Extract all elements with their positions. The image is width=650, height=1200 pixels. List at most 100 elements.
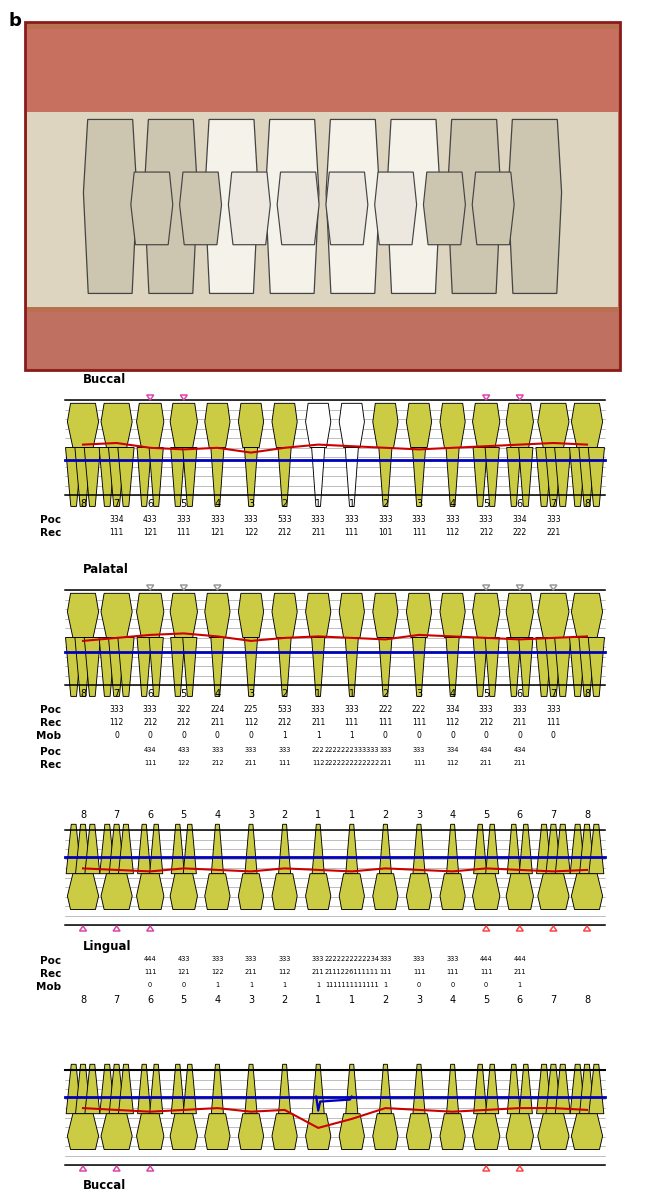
Text: 121: 121 (177, 970, 190, 974)
Polygon shape (423, 172, 465, 245)
Polygon shape (84, 637, 101, 696)
Text: 333: 333 (245, 956, 257, 962)
Polygon shape (99, 448, 115, 506)
Polygon shape (326, 172, 368, 245)
Text: 4: 4 (214, 499, 220, 509)
Polygon shape (131, 172, 173, 245)
Text: 112: 112 (109, 718, 124, 727)
Polygon shape (101, 403, 132, 448)
Text: 0: 0 (484, 731, 489, 740)
Polygon shape (387, 120, 440, 294)
Polygon shape (85, 824, 100, 874)
Polygon shape (171, 637, 185, 696)
Text: 111: 111 (177, 528, 191, 538)
Bar (27, 312, 618, 368)
Polygon shape (506, 1114, 534, 1150)
Text: 0: 0 (182, 982, 186, 988)
Polygon shape (239, 593, 264, 637)
Polygon shape (519, 824, 532, 874)
Text: Poc: Poc (40, 515, 61, 526)
Text: 2: 2 (281, 689, 288, 698)
Text: 212: 212 (479, 528, 493, 538)
Text: 2: 2 (382, 810, 389, 820)
Text: 333: 333 (379, 956, 391, 962)
Polygon shape (380, 824, 391, 874)
Text: 111: 111 (344, 528, 359, 538)
Polygon shape (346, 824, 358, 874)
Text: 5: 5 (181, 499, 187, 509)
Polygon shape (406, 403, 432, 448)
Polygon shape (75, 448, 91, 506)
Text: 211: 211 (514, 760, 526, 766)
Text: 212: 212 (278, 528, 292, 538)
Bar (27, 29, 618, 120)
Polygon shape (306, 593, 331, 637)
Polygon shape (536, 1064, 552, 1114)
Polygon shape (339, 1114, 365, 1150)
Polygon shape (571, 874, 603, 910)
Polygon shape (85, 1064, 100, 1114)
Text: 2222222222234: 2222222222234 (324, 956, 380, 962)
Polygon shape (570, 1064, 585, 1114)
Text: 112: 112 (447, 760, 459, 766)
Polygon shape (447, 824, 459, 874)
Polygon shape (538, 1114, 569, 1150)
Polygon shape (571, 1114, 603, 1150)
Polygon shape (205, 1114, 230, 1150)
Polygon shape (440, 403, 465, 448)
Polygon shape (339, 874, 365, 910)
Text: 3: 3 (248, 810, 254, 820)
Text: 4: 4 (450, 995, 456, 1006)
Polygon shape (473, 593, 500, 637)
Polygon shape (538, 593, 569, 637)
Text: 333: 333 (378, 515, 393, 524)
Text: 1: 1 (384, 982, 387, 988)
Text: 333: 333 (311, 704, 326, 714)
Polygon shape (109, 637, 125, 696)
Text: 211: 211 (480, 760, 493, 766)
Text: 212: 212 (278, 718, 292, 727)
Text: 333: 333 (411, 515, 426, 524)
Polygon shape (211, 824, 224, 874)
Text: 1: 1 (349, 995, 355, 1006)
Polygon shape (278, 637, 291, 696)
Polygon shape (536, 637, 552, 696)
Text: 4: 4 (450, 810, 456, 820)
Text: 6: 6 (517, 995, 523, 1006)
Polygon shape (179, 172, 222, 245)
Text: 1: 1 (349, 689, 355, 698)
Polygon shape (228, 172, 270, 245)
Text: 4: 4 (214, 810, 220, 820)
Polygon shape (66, 824, 81, 874)
Polygon shape (440, 1114, 465, 1150)
Text: 333: 333 (479, 515, 493, 524)
Text: 333: 333 (312, 956, 324, 962)
Polygon shape (244, 637, 257, 696)
Text: 3: 3 (248, 499, 254, 509)
Polygon shape (279, 824, 291, 874)
Text: Mob: Mob (36, 731, 61, 740)
Text: Mob: Mob (36, 982, 61, 992)
Text: 444: 444 (514, 956, 526, 962)
Polygon shape (588, 448, 604, 506)
Polygon shape (413, 824, 425, 874)
Polygon shape (579, 637, 595, 696)
Bar (25, 22, 620, 370)
Text: 1: 1 (349, 810, 355, 820)
Polygon shape (75, 824, 90, 874)
Polygon shape (136, 1114, 164, 1150)
Text: 0: 0 (484, 982, 488, 988)
Polygon shape (118, 448, 134, 506)
Polygon shape (508, 120, 562, 294)
Polygon shape (473, 874, 500, 910)
Text: 211: 211 (312, 970, 324, 974)
Polygon shape (373, 593, 398, 637)
Polygon shape (571, 593, 603, 637)
Polygon shape (272, 874, 297, 910)
Polygon shape (555, 1064, 570, 1114)
Text: 444: 444 (480, 956, 493, 962)
Polygon shape (406, 593, 432, 637)
Text: 1: 1 (316, 982, 320, 988)
Text: 5: 5 (483, 995, 489, 1006)
Text: Rec: Rec (40, 760, 61, 770)
